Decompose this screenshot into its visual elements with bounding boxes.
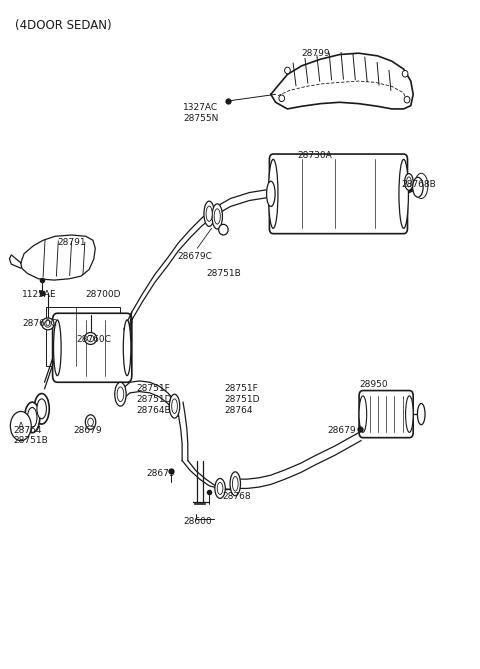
Ellipse shape bbox=[84, 332, 96, 345]
Text: A: A bbox=[18, 421, 24, 431]
Ellipse shape bbox=[402, 70, 408, 77]
Ellipse shape bbox=[24, 402, 40, 433]
Ellipse shape bbox=[418, 403, 425, 425]
Ellipse shape bbox=[34, 393, 49, 424]
FancyBboxPatch shape bbox=[53, 313, 132, 382]
Text: 28799: 28799 bbox=[301, 49, 330, 58]
Text: 28751F: 28751F bbox=[137, 385, 170, 393]
Ellipse shape bbox=[172, 399, 178, 413]
Ellipse shape bbox=[406, 396, 413, 432]
Text: 28600: 28600 bbox=[183, 517, 212, 526]
Ellipse shape bbox=[232, 476, 238, 491]
Text: 28751D: 28751D bbox=[225, 395, 260, 404]
Text: 28751F: 28751F bbox=[225, 385, 259, 393]
Ellipse shape bbox=[45, 320, 51, 327]
Ellipse shape bbox=[115, 382, 126, 406]
Text: 28679: 28679 bbox=[73, 425, 102, 435]
Ellipse shape bbox=[85, 415, 96, 429]
Ellipse shape bbox=[54, 320, 61, 375]
Ellipse shape bbox=[285, 67, 290, 74]
Polygon shape bbox=[271, 54, 413, 109]
Text: 28791: 28791 bbox=[57, 238, 86, 248]
Ellipse shape bbox=[212, 204, 222, 229]
FancyBboxPatch shape bbox=[269, 154, 408, 233]
Ellipse shape bbox=[88, 418, 94, 426]
Ellipse shape bbox=[266, 181, 275, 207]
Text: 28679: 28679 bbox=[327, 425, 356, 435]
Text: 28760C: 28760C bbox=[76, 335, 111, 345]
Text: 28679C: 28679C bbox=[178, 252, 212, 261]
Circle shape bbox=[11, 411, 31, 441]
Text: 28760C: 28760C bbox=[23, 319, 58, 328]
Ellipse shape bbox=[42, 318, 54, 330]
Text: 28730A: 28730A bbox=[297, 151, 332, 160]
Ellipse shape bbox=[123, 320, 131, 375]
Ellipse shape bbox=[230, 472, 240, 496]
Ellipse shape bbox=[117, 387, 124, 401]
Ellipse shape bbox=[399, 159, 408, 228]
Ellipse shape bbox=[415, 173, 428, 199]
Ellipse shape bbox=[214, 209, 220, 224]
Text: 1327AC: 1327AC bbox=[183, 103, 218, 112]
Text: 28679: 28679 bbox=[146, 470, 175, 478]
Text: 28755N: 28755N bbox=[183, 114, 218, 122]
FancyBboxPatch shape bbox=[359, 391, 413, 438]
Text: 28950: 28950 bbox=[360, 381, 388, 389]
Ellipse shape bbox=[206, 206, 212, 221]
Text: 1125AE: 1125AE bbox=[22, 290, 56, 299]
Ellipse shape bbox=[279, 95, 285, 102]
Ellipse shape bbox=[87, 335, 94, 342]
Ellipse shape bbox=[27, 407, 37, 427]
Text: (4DOOR SEDAN): (4DOOR SEDAN) bbox=[14, 19, 111, 32]
Ellipse shape bbox=[219, 224, 228, 235]
Text: 28768B: 28768B bbox=[401, 180, 436, 189]
Ellipse shape bbox=[37, 399, 47, 419]
Ellipse shape bbox=[413, 177, 423, 197]
Ellipse shape bbox=[407, 177, 411, 187]
Ellipse shape bbox=[217, 482, 223, 494]
Text: 28764: 28764 bbox=[225, 405, 253, 415]
Text: 28768: 28768 bbox=[222, 492, 251, 501]
Text: 28751B: 28751B bbox=[13, 436, 48, 445]
Text: 28751B: 28751B bbox=[207, 269, 241, 278]
Text: 28764: 28764 bbox=[13, 425, 42, 435]
Ellipse shape bbox=[404, 96, 410, 103]
Bar bbox=[47, 306, 120, 367]
Ellipse shape bbox=[359, 396, 367, 432]
Ellipse shape bbox=[204, 201, 215, 226]
Ellipse shape bbox=[405, 174, 413, 190]
Text: 28700D: 28700D bbox=[86, 290, 121, 299]
Text: 28751D: 28751D bbox=[137, 395, 172, 404]
Text: 28764B: 28764B bbox=[137, 405, 171, 415]
Polygon shape bbox=[21, 235, 96, 280]
Ellipse shape bbox=[268, 159, 278, 228]
Ellipse shape bbox=[169, 394, 180, 418]
Ellipse shape bbox=[215, 478, 225, 498]
